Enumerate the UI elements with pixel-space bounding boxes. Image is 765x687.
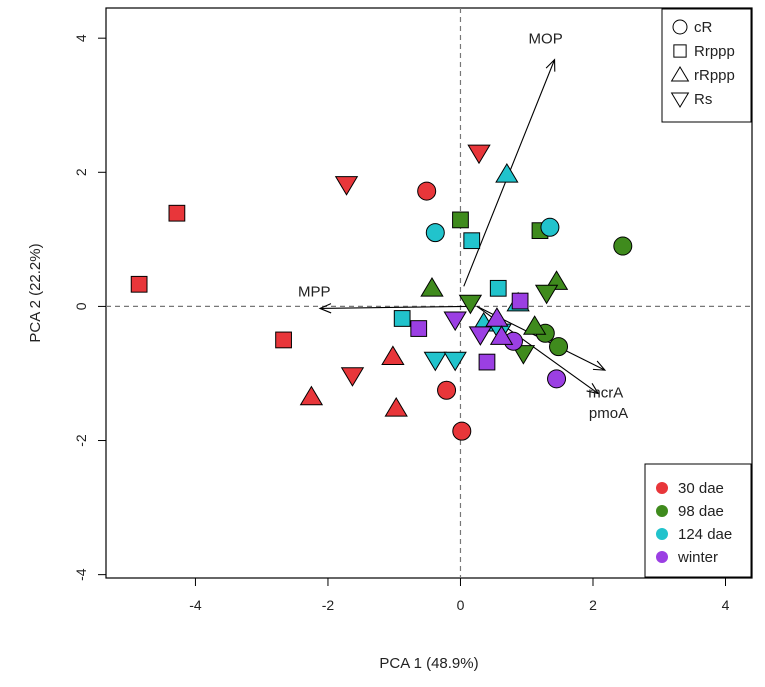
- legend-color-label: 124 dae: [678, 526, 732, 543]
- y-tick-label: 0: [73, 302, 89, 310]
- vector-label-mcra: mcrA: [588, 385, 623, 402]
- legend-color-swatch: [656, 482, 668, 494]
- point-cr: [425, 223, 445, 243]
- point-rrppp: [489, 279, 507, 297]
- point-rrppp: [489, 325, 514, 345]
- vector-arrowhead: [592, 360, 607, 371]
- legend-color-swatch: [656, 551, 668, 563]
- point-rrppp: [381, 345, 405, 365]
- point-rrppp: [130, 275, 148, 293]
- point-rs: [534, 284, 559, 305]
- x-tick-label: -2: [322, 597, 335, 613]
- shape-legend-box: [661, 8, 752, 123]
- point-cr: [452, 421, 472, 441]
- vector-arrowhead: [586, 383, 600, 395]
- point-cr: [549, 337, 569, 357]
- point-rrppp: [410, 320, 428, 337]
- point-rs: [511, 345, 536, 365]
- legend-shape-rrppp: [673, 44, 687, 58]
- legend-color-label: 30 dae: [678, 480, 724, 497]
- point-rs: [467, 144, 491, 165]
- point-rrppp: [485, 307, 509, 327]
- legend-color-swatch: [656, 528, 668, 540]
- point-rrppp: [452, 211, 469, 229]
- point-rrppp: [275, 331, 292, 349]
- legend-label-cr: cR: [694, 19, 713, 36]
- point-rrppp: [420, 276, 444, 297]
- x-tick-label: 4: [722, 597, 730, 613]
- x-tick-label: 2: [589, 597, 597, 613]
- point-rs: [443, 311, 467, 332]
- vector-label-mpp: MPP: [298, 283, 331, 300]
- y-axis-label: PCA 2 (22.2%): [27, 243, 44, 342]
- point-rrppp: [393, 310, 411, 327]
- y-tick-label: -4: [73, 568, 89, 581]
- axes: -4 -2 0 2 4 -4 -2 0 2 4: [73, 34, 730, 613]
- data-points: [130, 144, 633, 441]
- y-tick-label: 4: [73, 34, 89, 42]
- point-cr: [437, 380, 457, 400]
- legend-shape-cr: [672, 19, 688, 35]
- shape-legend: cR Rrppp rRppp Rs: [661, 8, 752, 123]
- point-rrppp: [511, 292, 529, 310]
- point-rrppp: [384, 397, 408, 417]
- vector-arrowhead: [545, 58, 556, 72]
- legend-color-label: winter: [677, 549, 718, 566]
- vector-arrowhead: [318, 303, 332, 314]
- point-cr: [547, 369, 567, 389]
- legend-shape-rrppp: [670, 65, 690, 82]
- vector-mpp: [320, 305, 468, 309]
- point-rrppp: [495, 162, 519, 183]
- point-rs: [423, 351, 447, 372]
- point-rrppp: [478, 353, 496, 371]
- vector-label-pmoa: pmoA: [589, 405, 628, 422]
- point-cr: [417, 181, 437, 201]
- point-cr: [613, 236, 633, 256]
- point-rs: [334, 176, 359, 196]
- point-rs: [443, 351, 467, 372]
- legend-label-rs: Rs: [694, 91, 712, 108]
- y-tick-label: 2: [73, 168, 89, 176]
- point-cr: [540, 217, 560, 237]
- legend-label-rrppp: Rrppp: [694, 43, 735, 60]
- loading-vectors: MOP MPP mcrA pmoA: [298, 31, 628, 422]
- y-tick-label: -2: [73, 434, 89, 447]
- x-tick-label: -4: [189, 597, 202, 613]
- legend-label-rrppp: rRppp: [694, 67, 735, 84]
- x-axis-label: PCA 1 (48.9%): [379, 655, 478, 672]
- point-rrppp: [463, 232, 481, 250]
- color-legend: 30 dae 98 dae 124 dae winter: [644, 463, 752, 578]
- point-rs: [458, 294, 483, 315]
- legend-shape-rs: [670, 92, 690, 109]
- point-rrppp: [168, 204, 186, 222]
- point-rrppp: [522, 315, 547, 335]
- x-tick-label: 0: [457, 597, 465, 613]
- point-rs: [468, 326, 493, 346]
- reference-lines: [106, 8, 752, 578]
- vector-label-mop: MOP: [529, 31, 563, 48]
- point-rrppp: [299, 385, 324, 406]
- point-rs: [340, 367, 365, 387]
- legend-color-label: 98 dae: [678, 503, 724, 520]
- legend-color-swatch: [656, 505, 668, 517]
